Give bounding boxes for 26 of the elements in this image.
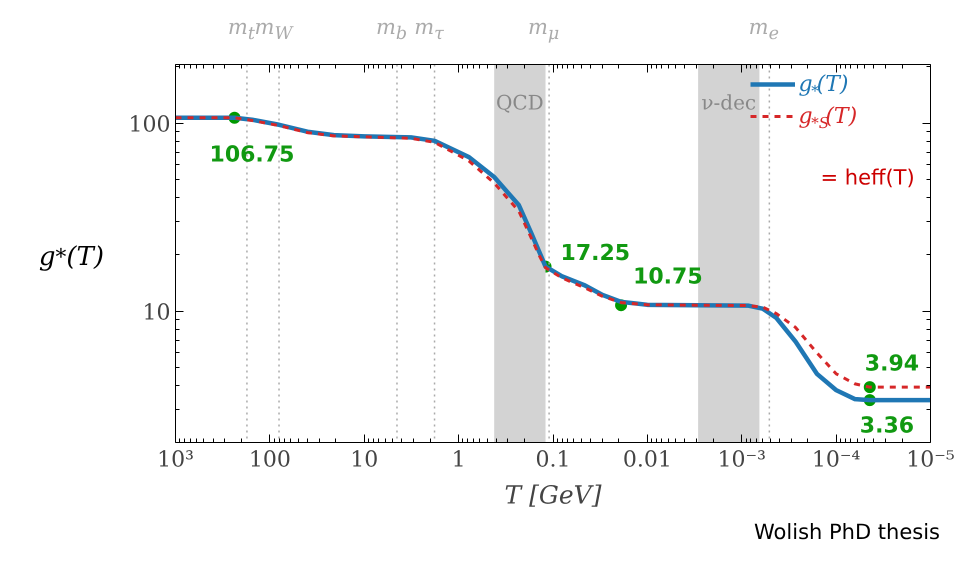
x-axis-title: T [GeV] [504, 480, 602, 510]
x-tick-label: 10⁻³ [718, 448, 766, 472]
ref-line-label: m$_{e}$ [748, 14, 779, 46]
x-tick-label: 10³ [157, 448, 194, 472]
x-tick-label: 0.01 [622, 448, 672, 472]
x-tick-label: 0.1 [536, 448, 571, 472]
text: Wolish PhD thesis [753, 519, 940, 546]
band-label: QCD [496, 90, 544, 114]
annotation: = heff(T) [820, 166, 915, 190]
x-tick-label: 10⁻⁴ [812, 448, 861, 472]
annotation: 10.75 [633, 264, 703, 290]
ref-line-label: m$_{t}$ [228, 14, 255, 46]
x-tick-label: 10⁻⁵ [906, 448, 955, 472]
annotation: 3.94 [864, 352, 920, 377]
band-label: ν-dec [701, 90, 756, 114]
ref-line-label: m$_{b}$ [376, 14, 408, 46]
ref-line-label: m$_{W}$ [254, 14, 292, 46]
x-tick-label: 1 [452, 448, 466, 472]
annotation: 3.36 [860, 414, 914, 439]
annotation: 106.75 [210, 142, 294, 168]
ref-line-label: m$_{μ}$ [528, 14, 560, 46]
text: g*(T) [798, 72, 848, 100]
x-tick-label: 100 [248, 448, 291, 472]
annotation: 17.25 [560, 241, 630, 266]
ref-line-label: m$_{τ}$ [414, 14, 444, 46]
x-tick-label: 10 [350, 448, 378, 472]
